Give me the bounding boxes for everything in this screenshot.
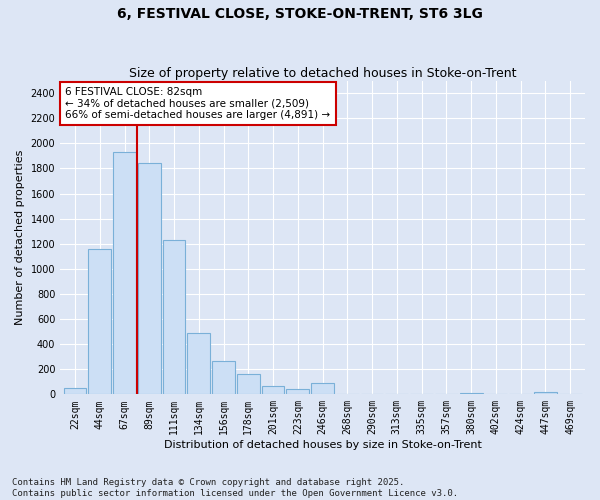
Bar — [311, 383, 334, 394]
Bar — [534, 392, 557, 394]
Bar — [237, 374, 260, 394]
Text: 6, FESTIVAL CLOSE, STOKE-ON-TRENT, ST6 3LG: 6, FESTIVAL CLOSE, STOKE-ON-TRENT, ST6 3… — [117, 8, 483, 22]
Bar — [262, 386, 284, 394]
Title: Size of property relative to detached houses in Stoke-on-Trent: Size of property relative to detached ho… — [129, 66, 517, 80]
Y-axis label: Number of detached properties: Number of detached properties — [15, 150, 25, 325]
Bar — [64, 388, 86, 394]
Text: Contains HM Land Registry data © Crown copyright and database right 2025.
Contai: Contains HM Land Registry data © Crown c… — [12, 478, 458, 498]
Bar — [138, 164, 161, 394]
Text: 6 FESTIVAL CLOSE: 82sqm
← 34% of detached houses are smaller (2,509)
66% of semi: 6 FESTIVAL CLOSE: 82sqm ← 34% of detache… — [65, 87, 331, 120]
X-axis label: Distribution of detached houses by size in Stoke-on-Trent: Distribution of detached houses by size … — [164, 440, 482, 450]
Bar — [88, 249, 111, 394]
Bar — [113, 152, 136, 394]
Bar — [212, 361, 235, 394]
Bar — [460, 393, 482, 394]
Bar — [187, 333, 210, 394]
Bar — [286, 388, 309, 394]
Bar — [163, 240, 185, 394]
